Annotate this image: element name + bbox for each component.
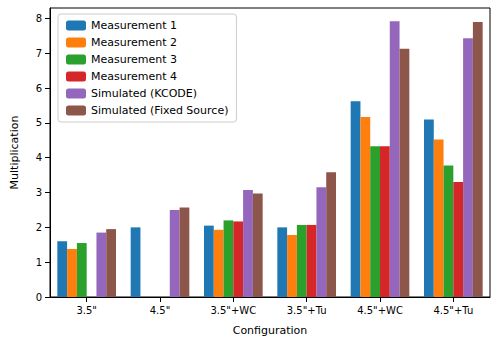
svg-text:3.5"+Tu: 3.5"+Tu — [287, 305, 327, 316]
svg-text:8: 8 — [36, 13, 42, 24]
svg-text:0: 0 — [36, 292, 42, 303]
svg-text:Simulated (Fixed Source): Simulated (Fixed Source) — [91, 104, 228, 117]
svg-text:4.5"+WC: 4.5"+WC — [357, 305, 403, 316]
svg-text:3.5"+WC: 3.5"+WC — [210, 305, 256, 316]
svg-text:2: 2 — [36, 222, 42, 233]
svg-text:Multiplication: Multiplication — [8, 116, 21, 190]
svg-text:Measurement 2: Measurement 2 — [91, 36, 177, 49]
svg-text:Simulated (KCODE): Simulated (KCODE) — [91, 87, 197, 100]
svg-text:5: 5 — [36, 117, 42, 128]
svg-text:Measurement 3: Measurement 3 — [91, 53, 177, 66]
svg-text:3: 3 — [36, 187, 42, 198]
svg-text:3.5": 3.5" — [76, 305, 97, 316]
svg-text:Measurement 4: Measurement 4 — [91, 70, 177, 83]
svg-text:7: 7 — [36, 48, 42, 59]
svg-text:4.5": 4.5" — [150, 305, 171, 316]
svg-text:Configuration: Configuration — [233, 324, 308, 337]
svg-text:6: 6 — [36, 83, 42, 94]
svg-text:4: 4 — [36, 152, 42, 163]
svg-text:4.5"+Tu: 4.5"+Tu — [433, 305, 473, 316]
svg-text:Measurement 1: Measurement 1 — [91, 19, 177, 32]
svg-text:1: 1 — [36, 257, 42, 268]
